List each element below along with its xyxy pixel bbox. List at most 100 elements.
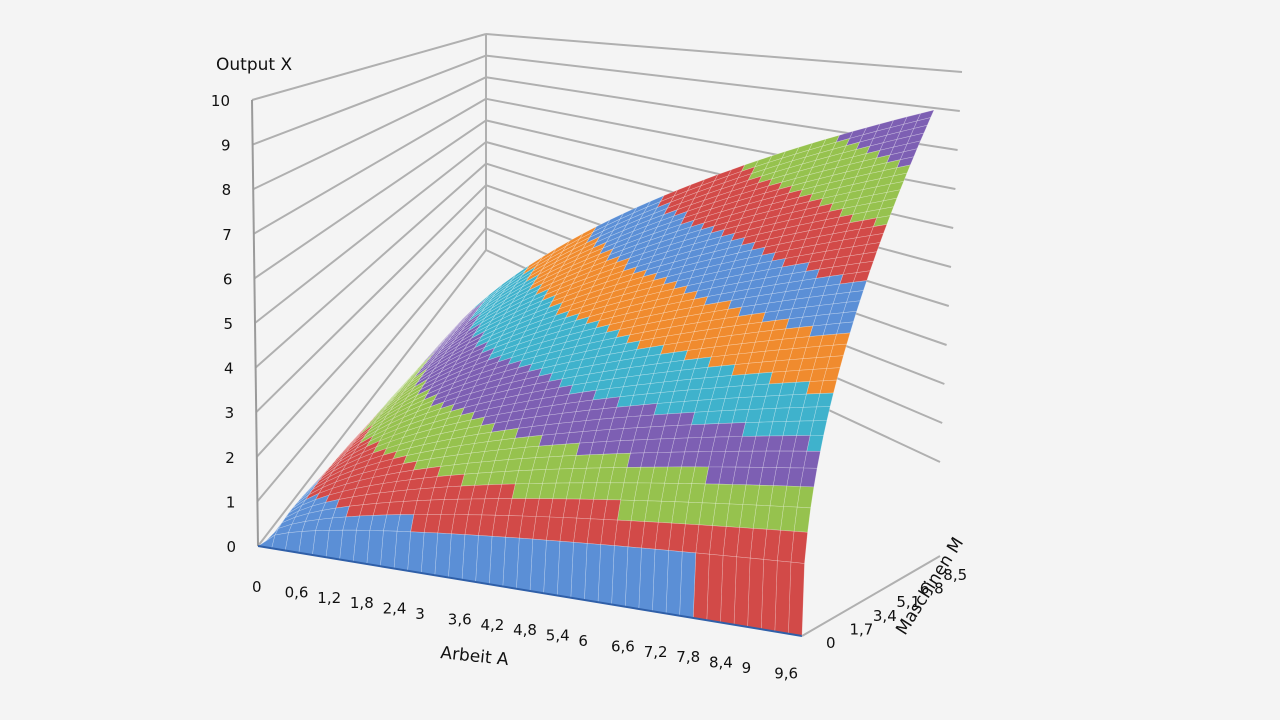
surface-patch (454, 310, 473, 328)
surface-patch (691, 466, 709, 485)
surface-patch (640, 452, 658, 468)
surface-patch (613, 519, 632, 548)
surface-patch (696, 279, 715, 292)
z-tick-label: 2 (225, 449, 235, 467)
x-tick-label: 3 (415, 605, 425, 623)
surface-patch (555, 421, 574, 435)
surface-patch (767, 150, 786, 163)
z-tick-label: 8 (222, 181, 232, 199)
surface-patch (504, 418, 523, 431)
surface-patch (825, 179, 844, 192)
surface-patch (768, 258, 786, 270)
surface-patch (521, 407, 540, 420)
surface-patch (632, 287, 651, 300)
surface-patch (801, 152, 820, 165)
surface-patch (592, 219, 611, 233)
surface-patch (812, 356, 831, 370)
surface-patch (551, 393, 570, 406)
surface-patch (444, 330, 462, 346)
surface-patch (548, 295, 567, 309)
surface-patch (515, 271, 533, 286)
surface-patch (683, 206, 702, 219)
surface-patch (396, 387, 415, 402)
x-tick-label: 1,8 (350, 594, 374, 612)
gridline-left-wall (254, 141, 487, 324)
surface-patch (534, 345, 553, 358)
surface-patch (351, 440, 371, 455)
surface-patch (737, 304, 756, 317)
surface-patch (683, 282, 702, 295)
surface-patch (605, 351, 624, 364)
surface-patch (585, 312, 604, 325)
surface-patch (669, 210, 688, 224)
y-tick-label: 3,4 (873, 607, 897, 625)
surface-patch (783, 485, 801, 508)
surface-patch (477, 329, 496, 343)
surface-patch (775, 394, 794, 409)
surface-patch (616, 439, 635, 455)
surface-patch (859, 157, 878, 170)
surface-patch (653, 402, 672, 416)
surface-patch (575, 399, 594, 413)
surface-patch (806, 435, 824, 452)
surface-patch (504, 386, 523, 399)
surface-patch (752, 435, 770, 452)
surface-patch (605, 249, 624, 262)
surface-patch (644, 500, 662, 523)
surface-patch (602, 235, 621, 249)
surface-patch (654, 521, 673, 551)
surface-patch (842, 228, 861, 241)
surface-patch (531, 258, 550, 273)
surface-patch (909, 124, 928, 137)
surface-patch (796, 486, 815, 509)
surface-patch (450, 358, 469, 372)
surface-patch (821, 159, 840, 172)
surface-patch (514, 339, 533, 352)
surface-patch (500, 306, 520, 320)
z-tick-label: 10 (211, 92, 230, 110)
surface-patch (801, 236, 820, 248)
surface-patch (825, 239, 844, 252)
gridline-left-wall (257, 249, 487, 547)
surface-patch (725, 436, 743, 452)
floor-axes: 0 0,6 1,2 1,8 2,4 3 3,6 4,2 4,8 5,4 6 6,6 7,2 7,8 8,4 9… (211, 92, 967, 682)
surface-patch (619, 206, 638, 220)
surface-patch (718, 409, 736, 424)
surface-patch (414, 356, 432, 374)
surface-patch (457, 321, 476, 336)
surface-patch (440, 345, 458, 360)
surface-patch (460, 379, 479, 392)
surface-patch (710, 197, 729, 210)
surface-patch (728, 484, 747, 505)
gridline-left-wall (253, 119, 487, 280)
surface-patch (430, 349, 448, 364)
surface-patch (649, 371, 668, 384)
surface-patch (562, 498, 581, 519)
surface-patch (757, 171, 776, 184)
surface-patch (796, 420, 814, 436)
surface-patch (480, 323, 499, 338)
surface-patch (413, 374, 431, 388)
z-tick-label: 9 (221, 137, 231, 155)
surface-patch (376, 405, 394, 421)
surface-patch (535, 498, 554, 518)
surface-patch (542, 468, 560, 484)
surface-patch (589, 441, 607, 456)
surface-patch (602, 440, 621, 455)
surface-patch (399, 411, 418, 424)
x-tick-label: 1,2 (317, 589, 341, 607)
surface-patch (490, 342, 509, 355)
surface-patch (490, 389, 509, 402)
surface-patch (713, 169, 732, 182)
gridline-left-wall (256, 206, 487, 458)
surface-patch (532, 516, 550, 541)
surface-patch (416, 449, 435, 462)
surface-patch (652, 269, 671, 281)
surface-patch (573, 517, 591, 544)
surface-patch (423, 349, 442, 366)
surface-patch (379, 450, 398, 463)
x-tick-label: 5,4 (546, 627, 570, 645)
surface-patch (436, 364, 455, 379)
surface-patch (342, 434, 361, 452)
surface-patch (392, 405, 411, 420)
